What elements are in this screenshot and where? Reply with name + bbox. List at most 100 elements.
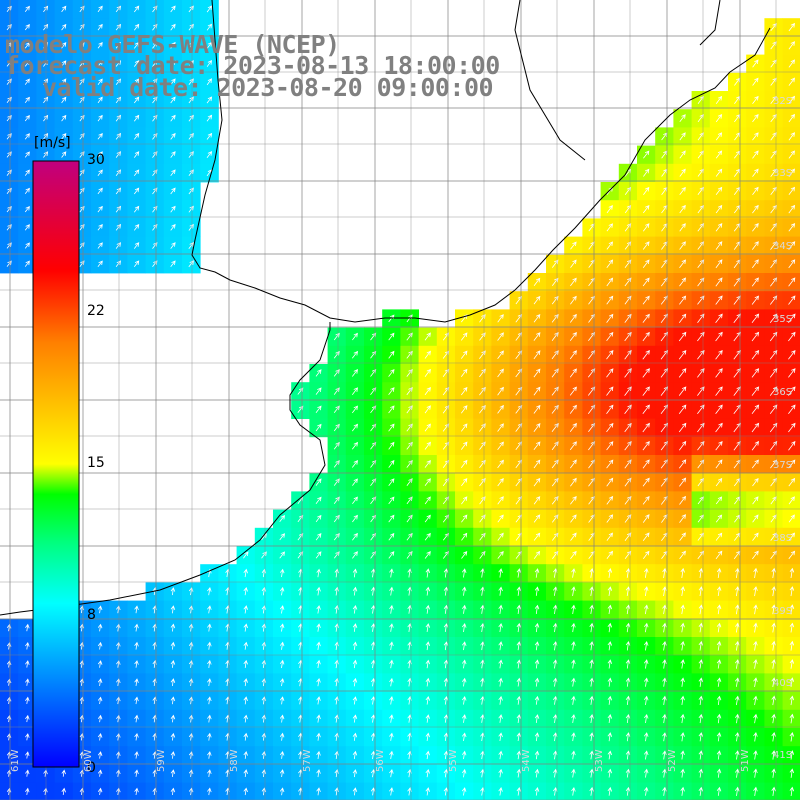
colorbar-tick-30: 30 <box>87 152 105 168</box>
colorbar-tick-22: 22 <box>87 303 105 319</box>
wind-arrow <box>516 604 522 614</box>
wind-arrow <box>606 331 614 342</box>
wind-arrow <box>461 787 467 796</box>
wind-arrow <box>261 787 267 796</box>
wind-arrow <box>607 695 613 705</box>
wind-arrow <box>133 60 140 67</box>
wind-arrow <box>25 714 30 723</box>
wind-arrow <box>679 204 686 214</box>
wind-arrow <box>133 223 140 231</box>
wind-arrow <box>715 496 723 505</box>
wind-arrow <box>316 696 321 705</box>
wind-arrow <box>643 768 649 778</box>
wind-arrow <box>188 41 194 49</box>
wind-arrow <box>61 769 66 777</box>
wind-arrow <box>170 605 176 614</box>
wind-arrow <box>715 295 723 305</box>
wind-arrow <box>788 313 796 324</box>
wind-arrow <box>534 786 540 796</box>
wind-arrow <box>6 714 12 723</box>
wind-arrow <box>188 169 194 177</box>
wind-arrow <box>788 77 796 86</box>
wind-arrow <box>789 731 795 742</box>
wind-arrow <box>461 641 467 651</box>
wind-arrow <box>752 477 759 487</box>
wind-arrow <box>680 750 685 760</box>
wind-arrow <box>680 604 685 615</box>
wind-arrow <box>571 786 576 796</box>
wind-arrow <box>316 568 321 578</box>
wind-arrow <box>569 404 577 414</box>
wind-arrow <box>207 696 212 705</box>
wind-arrow <box>243 696 248 705</box>
wind-arrow <box>753 640 758 651</box>
wind-arrow <box>752 114 759 123</box>
wind-arrow <box>606 205 613 214</box>
wind-arrow <box>498 641 503 651</box>
wind-arrow <box>533 423 541 432</box>
wind-arrow <box>61 23 67 31</box>
wind-arrow <box>6 641 12 650</box>
wind-arrow <box>606 441 614 451</box>
wind-arrow <box>769 440 778 451</box>
lat-label-36s: 36S <box>773 387 793 398</box>
wind-arrow <box>261 551 267 559</box>
wind-arrow <box>552 659 558 669</box>
wind-arrow <box>460 332 468 341</box>
wind-arrow <box>625 659 631 669</box>
wind-arrow <box>388 478 395 486</box>
wind-arrow <box>6 96 12 104</box>
title-valid-date: valid date: 2023-08-20 09:00:00 <box>42 73 494 102</box>
wind-arrow <box>571 768 576 778</box>
wind-arrow <box>188 132 194 140</box>
wind-arrow <box>170 151 176 158</box>
wind-arrow <box>170 96 176 104</box>
wind-arrow <box>333 533 340 541</box>
wind-arrow <box>516 677 522 687</box>
wind-arrow <box>498 732 503 742</box>
wind-arrow <box>115 114 122 122</box>
wind-arrow <box>606 368 614 378</box>
lat-label-35s: 35S <box>773 314 793 325</box>
wind-arrow <box>279 605 285 614</box>
wind-arrow <box>589 622 594 633</box>
wind-arrow <box>606 241 614 250</box>
wind-arrow <box>443 714 449 723</box>
lat-label-34s: 34S <box>773 241 793 252</box>
wind-arrow <box>752 496 759 505</box>
wind-arrow <box>25 678 30 686</box>
wind-arrow <box>333 496 340 505</box>
wind-arrow <box>97 696 103 705</box>
wind-arrow <box>571 732 576 742</box>
wind-arrow <box>589 604 594 615</box>
wind-arrow <box>424 532 431 541</box>
wind-arrow <box>316 750 321 759</box>
wind-arrow <box>97 133 103 140</box>
wind-arrow <box>207 678 212 687</box>
wind-arrow <box>751 241 759 250</box>
wind-arrow <box>715 404 723 415</box>
wind-arrow <box>315 514 322 523</box>
wind-arrow <box>715 277 723 287</box>
wind-arrow <box>678 313 687 323</box>
wind-arrow <box>642 205 650 214</box>
wind-arrow <box>352 677 358 687</box>
wind-arrow <box>715 441 723 451</box>
wind-arrow <box>498 677 503 687</box>
wind-arrow <box>788 295 796 305</box>
wind-arrow <box>170 751 176 759</box>
wind-arrow <box>480 768 485 778</box>
wind-arrow <box>625 586 631 596</box>
wind-arrow <box>425 768 430 778</box>
wind-arrow <box>352 532 358 541</box>
wind-arrow <box>771 786 776 796</box>
wind-arrow <box>170 714 176 723</box>
wind-arrow <box>662 567 667 578</box>
wind-arrow <box>460 386 468 396</box>
wind-arrow <box>188 23 194 31</box>
wind-arrow <box>571 641 576 651</box>
wind-arrow <box>6 5 12 13</box>
wind-arrow <box>389 641 394 651</box>
wind-arrow <box>788 440 796 451</box>
wind-arrow <box>570 277 577 287</box>
